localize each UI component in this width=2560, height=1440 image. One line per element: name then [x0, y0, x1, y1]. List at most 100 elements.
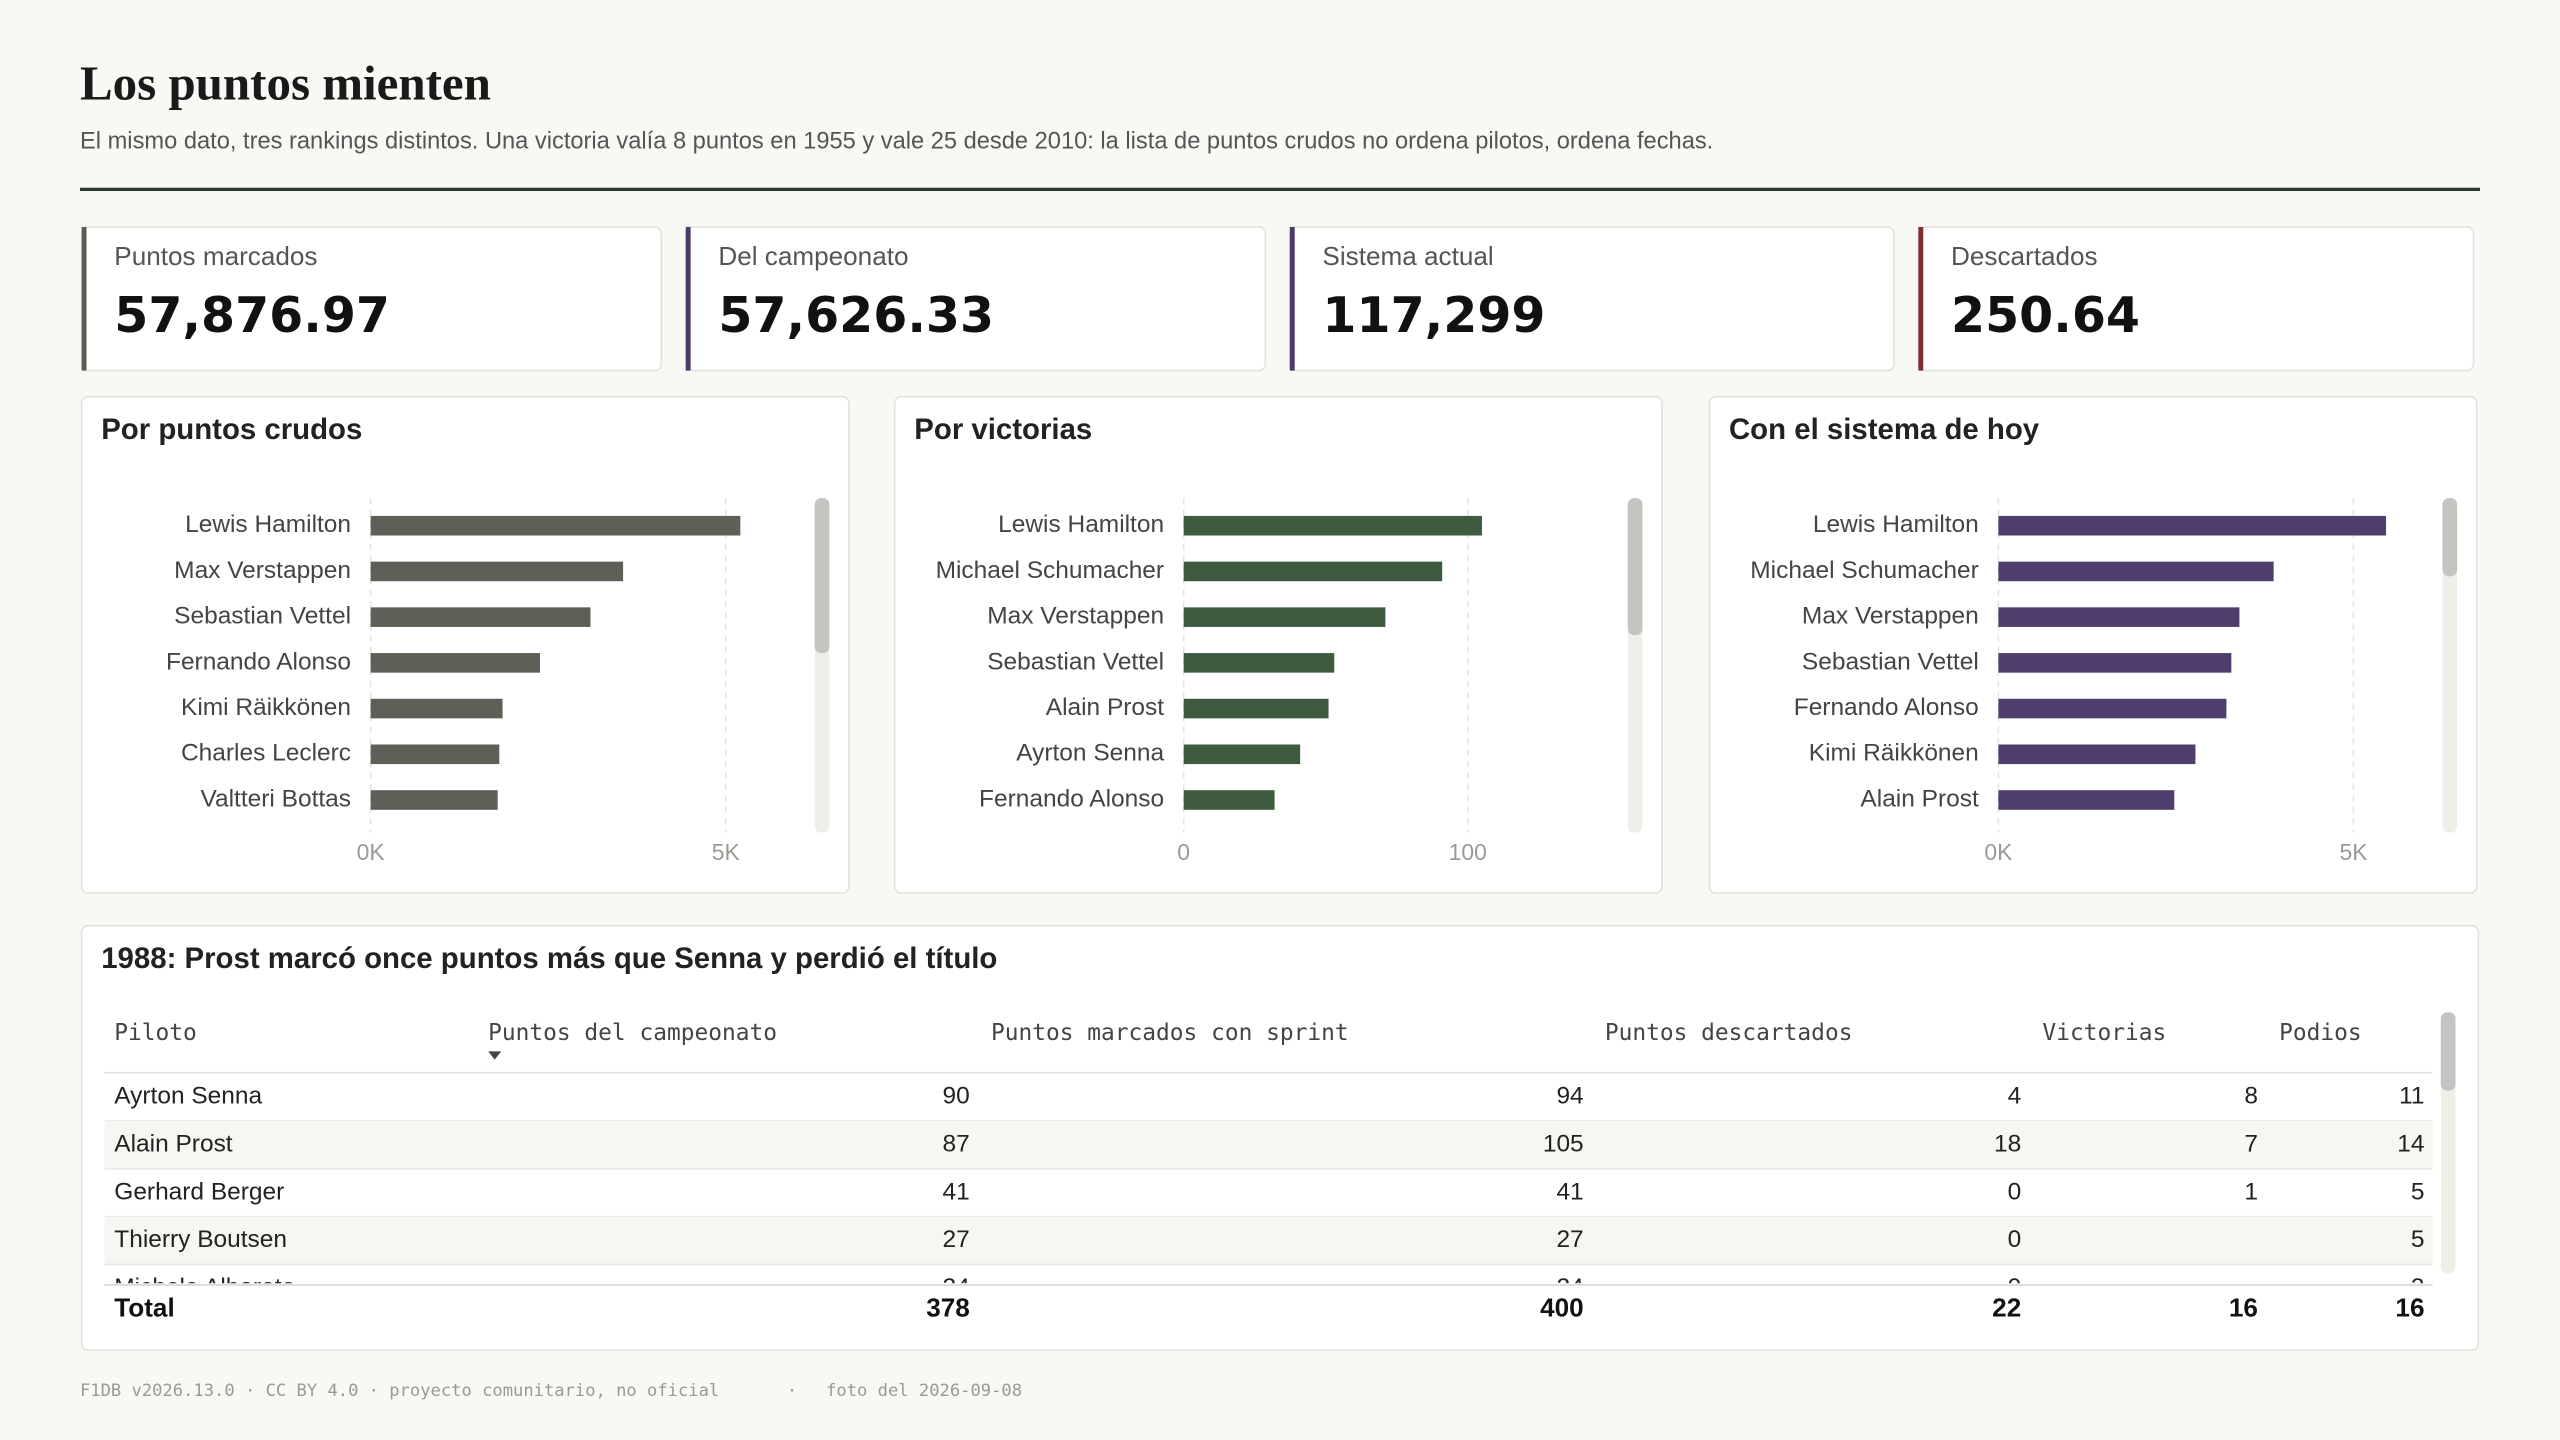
- kpi-accent: [1918, 226, 1924, 371]
- chart-title: Con el sistema de hoy: [1729, 413, 2040, 446]
- y-tick-label: Max Verstappen: [174, 557, 351, 584]
- kpi-accent: [81, 226, 87, 371]
- total-cell: 400: [1540, 1292, 1584, 1322]
- header-rule: [80, 187, 2480, 192]
- table-cell: 0: [2008, 1178, 2022, 1205]
- y-tick-label: Sebastian Vettel: [1802, 648, 1979, 675]
- bar: [370, 515, 741, 536]
- bar: [1183, 698, 1329, 719]
- table-cell: 1: [2244, 1178, 2258, 1205]
- footer-credits: F1DB v2026.13.0 · CC BY 4.0 · proyecto c…: [80, 1381, 719, 1401]
- y-tick-label: Michael Schumacher: [1750, 557, 1978, 584]
- table-cell: 0: [2008, 1226, 2022, 1253]
- bar: [1183, 744, 1301, 765]
- table-cell: Michele Alboreto: [114, 1274, 295, 1301]
- y-tick-label: Michael Schumacher: [936, 557, 1164, 584]
- scrollbar-thumb[interactable]: [1627, 497, 1643, 636]
- kpi-accent: [685, 226, 691, 371]
- bar: [1998, 607, 2240, 627]
- table-cell: Alain Prost: [114, 1130, 233, 1157]
- y-tick-label: Alain Prost: [1860, 785, 1979, 812]
- y-tick-label: Fernando Alonso: [166, 648, 351, 675]
- x-tick-label: 0: [1177, 839, 1190, 865]
- chart-card: [80, 395, 850, 894]
- table-cell: 90: [943, 1083, 970, 1110]
- bar: [370, 561, 624, 582]
- table-cell: 24: [1556, 1274, 1583, 1301]
- table-title: 1988: Prost marcó once puntos más que Se…: [101, 942, 997, 975]
- y-tick-label: Kimi Räikkönen: [181, 694, 351, 721]
- y-tick-label: Sebastian Vettel: [174, 603, 351, 630]
- bar: [1183, 653, 1335, 673]
- row-stripe: [104, 1216, 2433, 1265]
- bar: [1183, 515, 1482, 536]
- table-cell: Gerhard Berger: [114, 1178, 284, 1205]
- chart-title: Por victorias: [914, 413, 1092, 446]
- bar: [1998, 561, 2274, 582]
- table-cell: Thierry Boutsen: [114, 1226, 287, 1253]
- scrollbar-thumb[interactable]: [2440, 1012, 2456, 1091]
- footer-snapshot: foto del 2026-09-08: [826, 1381, 1022, 1401]
- scrollbar-track: [2442, 497, 2458, 833]
- table-cell: Ayrton Senna: [114, 1083, 262, 1110]
- x-tick-label: 0K: [1984, 839, 2012, 865]
- kpi-value: 117,299: [1322, 287, 1545, 344]
- x-tick-label: 5K: [2339, 839, 2367, 865]
- chart-card: [893, 395, 1663, 894]
- chart-card: [1708, 395, 2478, 894]
- scrollbar-thumb[interactable]: [814, 497, 830, 654]
- total-cell: 22: [1992, 1292, 2021, 1322]
- y-tick-label: Valtteri Bottas: [201, 785, 352, 812]
- bar: [1998, 653, 2232, 673]
- kpi-value: 57,626.33: [718, 287, 994, 344]
- table-cell: 8: [2244, 1083, 2258, 1110]
- y-tick-label: Fernando Alonso: [1794, 694, 1979, 721]
- bar: [1998, 698, 2227, 719]
- column-header[interactable]: Puntos del campeonato: [488, 1020, 777, 1046]
- column-header: Podios: [2279, 1020, 2362, 1046]
- table-cell: 41: [943, 1178, 970, 1205]
- bar: [1998, 515, 2387, 536]
- table-cell: 4: [2008, 1083, 2022, 1110]
- scrollbar-thumb[interactable]: [2442, 497, 2458, 577]
- table-cell: 11: [2399, 1083, 2424, 1110]
- x-tick-label: 5K: [712, 839, 740, 865]
- chart-panel: Por puntos crudos 0K 5K Lewis Hamilton Max V…: [80, 395, 850, 894]
- table-panel: 1988: Prost marcó once puntos más que Se…: [80, 924, 2480, 1352]
- kpi-label: Del campeonato: [718, 241, 908, 271]
- y-tick-label: Alain Prost: [1046, 694, 1165, 721]
- column-header: Puntos descartados: [1605, 1020, 1853, 1046]
- table-cell: 18: [1994, 1130, 2021, 1157]
- total-cell: Total: [114, 1292, 174, 1322]
- y-tick-label: Fernando Alonso: [979, 785, 1164, 812]
- y-tick-label: Charles Leclerc: [181, 740, 351, 767]
- bar: [370, 790, 498, 810]
- kpi-label: Descartados: [1951, 241, 2098, 271]
- bar: [370, 653, 540, 673]
- total-cell: 378: [926, 1292, 970, 1322]
- table-cell: 105: [1543, 1130, 1584, 1157]
- chart-panel: Por victorias 0 100 Lewis Hamilton Michael S…: [893, 395, 1663, 894]
- y-tick-label: Lewis Hamilton: [998, 511, 1164, 538]
- row-stripe: [104, 1121, 2433, 1169]
- column-header: Puntos marcados con sprint: [991, 1020, 1349, 1046]
- table-cell: 27: [943, 1226, 970, 1253]
- table-cell: 5: [2411, 1178, 2425, 1205]
- page-subtitle: El mismo dato, tres rankings distintos. …: [80, 128, 1713, 154]
- kpi-accent: [1289, 226, 1295, 371]
- chart-panel: Con el sistema de hoy 0K 5K Lewis Hamilton M…: [1708, 395, 2478, 894]
- y-tick-label: Lewis Hamilton: [185, 511, 351, 538]
- sort-indicator: [488, 1051, 502, 1060]
- table-cell: 27: [1556, 1226, 1583, 1253]
- y-tick-label: Kimi Räikkönen: [1809, 740, 1979, 767]
- kpi-value: 250.64: [1951, 287, 2140, 344]
- table-cell: 14: [2397, 1130, 2424, 1157]
- bar: [1183, 561, 1443, 582]
- kpi-row: Puntos marcados 57,876.97 Del campeonato 57…: [80, 226, 2475, 372]
- bar: [1183, 790, 1275, 810]
- y-tick-label: Max Verstappen: [1802, 603, 1979, 630]
- table-cell: 87: [943, 1130, 970, 1157]
- table-cell: 7: [2244, 1130, 2258, 1157]
